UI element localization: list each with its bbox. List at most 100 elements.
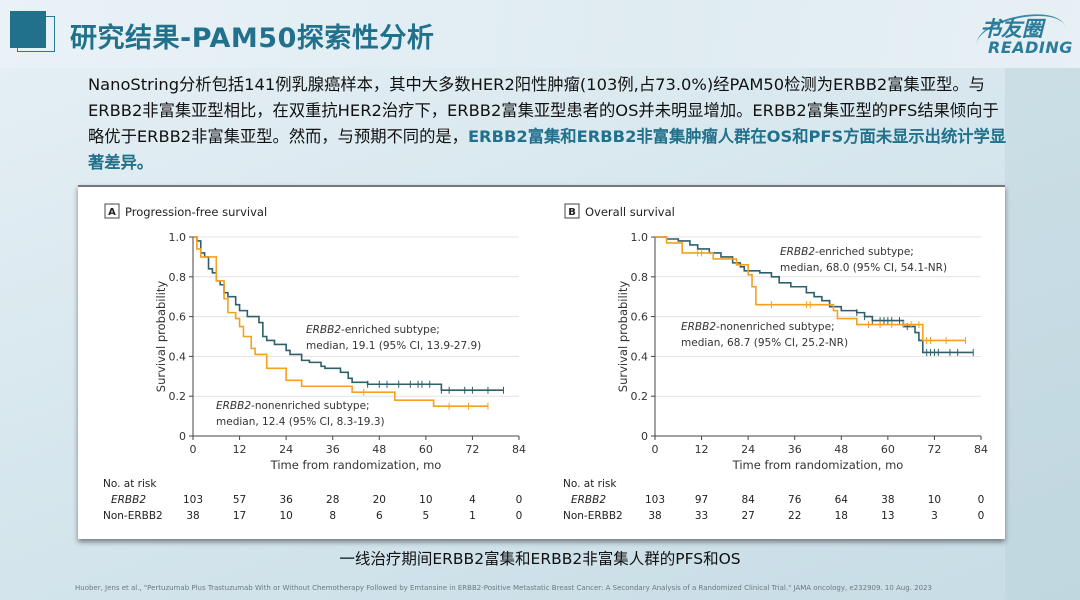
figure-caption: 一线治疗期间ERBB2富集和ERBB2非富集人群的PFS和OS <box>339 550 741 568</box>
x-axis-label: Time from randomization, mo <box>270 458 442 472</box>
x-tick-label: 24 <box>741 443 755 456</box>
risk-count: 38 <box>186 510 199 522</box>
annotation-subtype: -enriched subtype; <box>815 246 914 258</box>
annotation-gene: ERBB2 <box>216 400 251 412</box>
curve-annotation: ERBB2-enriched subtype; <box>780 246 914 258</box>
risk-count: 38 <box>881 494 894 506</box>
km-figure: A Progression-free survival 0 0.2 0.4 0.6 0.8 1… <box>78 185 1005 539</box>
risk-table-header: No. at risk <box>563 478 617 490</box>
x-tick-label: 72 <box>927 443 941 456</box>
panel-badge <box>104 203 120 219</box>
panel-letter: B <box>568 207 576 218</box>
y-tick-label: 0 <box>179 430 186 443</box>
risk-table-header: No. at risk <box>103 478 157 490</box>
annotation-gene: ERBB2 <box>681 321 716 333</box>
x-tick-label: 84 <box>974 443 988 456</box>
risk-count: 4 <box>469 494 476 506</box>
risk-row-label: ERBB2 <box>111 494 146 506</box>
reading-logo: 书友圈 READING <box>970 7 1078 65</box>
risk-count: 103 <box>645 494 665 506</box>
km-curve-nonenriched <box>193 236 488 407</box>
annotation-median: median, 68.7 (95% CI, 25.2-NR) <box>681 337 848 349</box>
y-tick-label: 0.2 <box>169 390 187 403</box>
x-tick-label: 48 <box>372 443 386 456</box>
risk-row-label: ERBB2 <box>571 494 606 506</box>
y-axis-label: Survival probability <box>154 281 168 393</box>
risk-count: 18 <box>835 510 848 522</box>
risk-count: 0 <box>978 510 985 522</box>
risk-count: 84 <box>741 494 755 506</box>
x-tick-label: 48 <box>834 443 848 456</box>
curve-annotation: ERBB2-nonenriched subtype; <box>216 400 370 412</box>
km-curve-nonenriched <box>655 236 966 342</box>
risk-count: 8 <box>329 510 336 522</box>
panel-letter: A <box>108 207 116 218</box>
annotation-gene: ERBB2 <box>780 246 815 258</box>
annotation-gene: ERBB2 <box>306 324 341 336</box>
x-tick-label: 12 <box>695 443 709 456</box>
risk-count: 64 <box>835 494 849 506</box>
risk-count: 6 <box>376 510 383 522</box>
y-tick-label: 0.4 <box>631 350 649 363</box>
risk-count: 10 <box>279 510 292 522</box>
risk-count: 28 <box>326 494 339 506</box>
x-tick-label: 72 <box>465 443 479 456</box>
risk-count: 10 <box>928 494 941 506</box>
risk-count: 22 <box>788 510 801 522</box>
side-decoration <box>1005 68 1080 600</box>
y-tick-label: 0.6 <box>631 311 649 324</box>
x-tick-label: 60 <box>881 443 895 456</box>
risk-count: 103 <box>183 494 203 506</box>
risk-count: 20 <box>373 494 386 506</box>
x-tick-label: 12 <box>233 443 247 456</box>
summary-text: NanoString分析包括141例乳腺癌样本，其中大多数HER2阳性肿瘤(10… <box>88 75 999 146</box>
risk-count: 33 <box>695 510 708 522</box>
x-axis-label: Time from randomization, mo <box>732 458 904 472</box>
x-tick-label: 24 <box>279 443 293 456</box>
risk-count: 38 <box>648 510 661 522</box>
y-tick-label: 0.4 <box>169 350 187 363</box>
risk-count: 13 <box>881 510 894 522</box>
y-tick-label: 1.0 <box>631 231 649 244</box>
risk-count: 0 <box>516 510 523 522</box>
km-curve-enriched <box>655 236 974 354</box>
annotation-median: median, 19.1 (95% CI, 13.9-27.9) <box>306 340 481 352</box>
logo-cn: 书友圈 <box>980 17 1043 41</box>
risk-row-label: Non-ERBB2 <box>563 510 623 522</box>
title-decoration-square <box>10 11 46 48</box>
y-tick-label: 0.8 <box>169 271 187 284</box>
x-tick-label: 0 <box>190 443 197 456</box>
risk-count: 76 <box>788 494 802 506</box>
risk-count: 10 <box>419 494 432 506</box>
panel-badge <box>564 203 580 219</box>
logo-en: READING <box>988 38 1073 57</box>
risk-count: 27 <box>741 510 754 522</box>
y-tick-label: 0.2 <box>631 390 649 403</box>
curve-annotation: ERBB2-enriched subtype; <box>306 324 440 336</box>
risk-count: 1 <box>469 510 476 522</box>
y-tick-label: 0 <box>641 430 648 443</box>
risk-row-label: Non-ERBB2 <box>103 510 163 522</box>
panel-title: Progression-free survival <box>125 205 267 219</box>
risk-count: 57 <box>233 494 246 506</box>
x-tick-label: 60 <box>419 443 433 456</box>
y-tick-label: 0.8 <box>631 271 649 284</box>
risk-count: 3 <box>931 510 938 522</box>
y-tick-label: 1.0 <box>169 231 187 244</box>
annotation-median: median, 12.4 (95% CI, 8.3-19.3) <box>216 416 385 428</box>
annotation-subtype: -nonenriched subtype; <box>716 321 835 333</box>
risk-count: 36 <box>279 494 293 506</box>
header-band <box>0 0 1080 68</box>
km-curve-enriched <box>193 236 504 392</box>
curve-annotation: ERBB2-nonenriched subtype; <box>681 321 835 333</box>
annotation-subtype: -nonenriched subtype; <box>251 400 370 412</box>
page-title: 研究结果-PAM50探索性分析 <box>70 23 435 54</box>
chart-panel-A: A Progression-free survival 0 0.2 0.4 0.6 0.8 1… <box>103 203 526 522</box>
annotation-subtype: -enriched subtype; <box>341 324 440 336</box>
risk-count: 0 <box>516 494 523 506</box>
annotation-median: median, 68.0 (95% CI, 54.1-NR) <box>780 262 947 274</box>
summary-paragraph: NanoString分析包括141例乳腺癌样本，其中大多数HER2阳性肿瘤(10… <box>88 72 1008 176</box>
km-charts: A Progression-free survival 0 0.2 0.4 0.6 0.8 1… <box>103 203 988 522</box>
y-axis-label: Survival probability <box>616 281 630 393</box>
